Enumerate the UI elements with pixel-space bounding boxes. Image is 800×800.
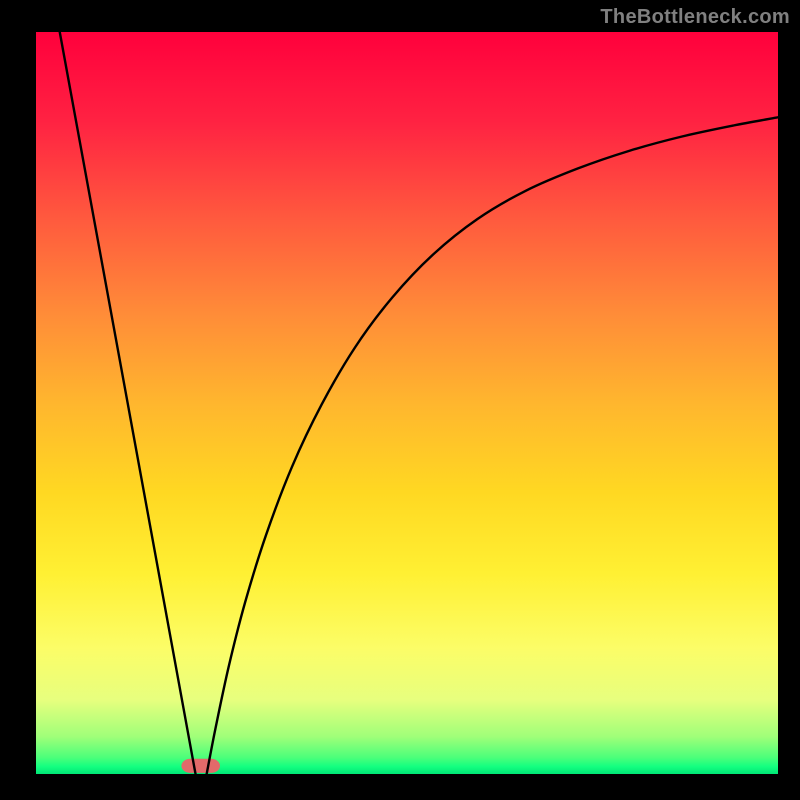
heatmap-background xyxy=(36,32,778,774)
plot-area xyxy=(36,32,778,774)
chart-svg xyxy=(36,32,778,774)
figure-root: TheBottleneck.com xyxy=(0,0,800,800)
watermark-label: TheBottleneck.com xyxy=(600,6,790,29)
bottleneck-marker xyxy=(181,759,220,773)
